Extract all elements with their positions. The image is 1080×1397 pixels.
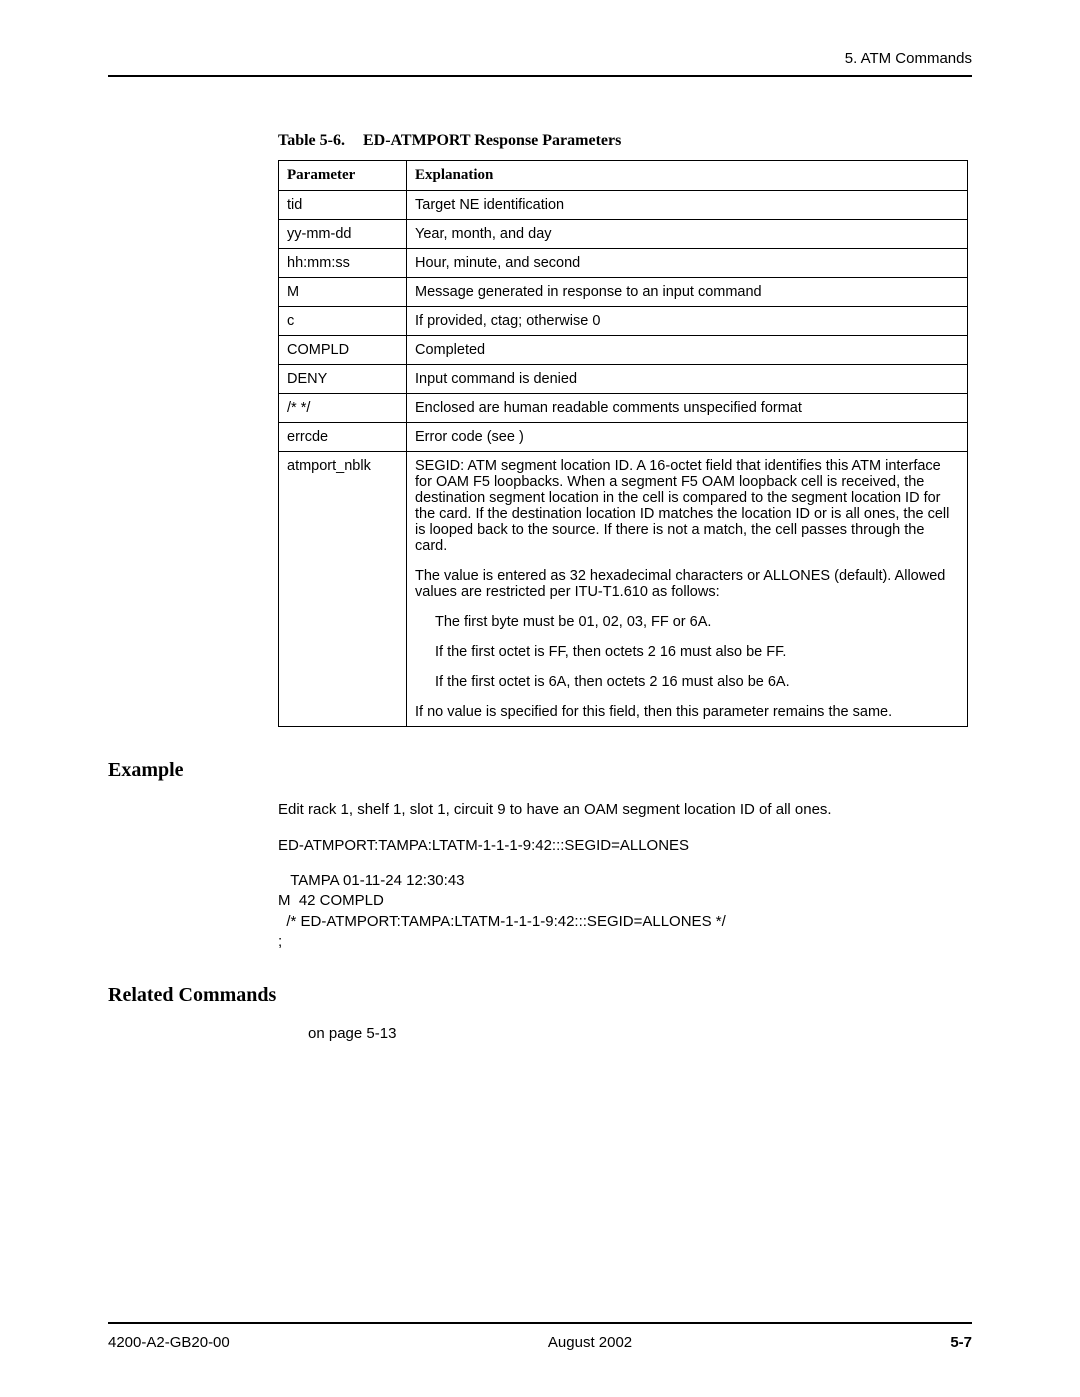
table-row: /* */ Enclosed are human readable commen…: [279, 394, 968, 423]
example-intro: Edit rack 1, shelf 1, slot 1, circuit 9 …: [278, 800, 968, 820]
table-row: tid Target NE identification: [279, 191, 968, 220]
param-cell: COMPLD: [279, 336, 407, 365]
expl-para: If no value is specified for this field,…: [415, 704, 959, 720]
expl-cell: Message generated in response to an inpu…: [407, 278, 968, 307]
col-parameter-header: Parameter: [279, 161, 407, 191]
related-heading: Related Commands: [108, 984, 972, 1007]
example-heading: Example: [108, 759, 972, 782]
param-cell: M: [279, 278, 407, 307]
expl-bullet: If the first octet is 6A, then octets 2 …: [435, 674, 959, 690]
param-cell: DENY: [279, 365, 407, 394]
page-content: 5. ATM Commands Table 5-6. ED-ATMPORT Re…: [108, 50, 972, 1042]
page-footer: 4200-A2-GB20-00 August 2002 5-7: [108, 1322, 972, 1351]
expl-cell: Completed: [407, 336, 968, 365]
table-container: Table 5-6. ED-ATMPORT Response Parameter…: [278, 132, 968, 727]
related-text: on page 5-13: [308, 1025, 972, 1042]
expl-cell: Target NE identification: [407, 191, 968, 220]
table-row: errcde Error code (see ): [279, 423, 968, 452]
example-body: Edit rack 1, shelf 1, slot 1, circuit 9 …: [278, 800, 968, 952]
footer-doc-id: 4200-A2-GB20-00: [108, 1334, 230, 1351]
table-row: yy-mm-dd Year, month, and day: [279, 220, 968, 249]
example-command: ED-ATMPORT:TAMPA:LTATM-1-1-1-9:42:::SEGI…: [278, 836, 968, 856]
example-response: TAMPA 01-11-24 12:30:43 M 42 COMPLD /* E…: [278, 871, 968, 952]
header-section-label: 5. ATM Commands: [108, 50, 972, 67]
expl-cell: Year, month, and day: [407, 220, 968, 249]
table-caption-label: Table 5-6.: [278, 132, 345, 149]
table-caption: Table 5-6. ED-ATMPORT Response Parameter…: [278, 132, 968, 150]
expl-bullet: If the first octet is FF, then octets 2 …: [435, 644, 959, 660]
param-cell: atmport_nblk: [279, 452, 407, 727]
expl-cell: Error code (see ): [407, 423, 968, 452]
params-table: Parameter Explanation tid Target NE iden…: [278, 160, 968, 727]
expl-para: SEGID: ATM segment location ID. A 16-oct…: [415, 458, 959, 554]
param-cell: c: [279, 307, 407, 336]
footer-row: 4200-A2-GB20-00 August 2002 5-7: [108, 1334, 972, 1351]
col-explanation-header: Explanation: [407, 161, 968, 191]
expl-bullet: The first byte must be 01, 02, 03, FF or…: [435, 614, 959, 630]
expl-cell: If provided, ctag; otherwise 0: [407, 307, 968, 336]
footer-rule: [108, 1322, 972, 1324]
param-cell: /* */: [279, 394, 407, 423]
param-cell: errcde: [279, 423, 407, 452]
expl-cell: Hour, minute, and second: [407, 249, 968, 278]
table-caption-title: ED-ATMPORT Response Parameters: [363, 132, 621, 149]
expl-cell: Enclosed are human readable comments uns…: [407, 394, 968, 423]
table-row: hh:mm:ss Hour, minute, and second: [279, 249, 968, 278]
expl-para: The value is entered as 32 hexadecimal c…: [415, 568, 959, 600]
table-row: DENY Input command is denied: [279, 365, 968, 394]
table-row: atmport_nblk SEGID: ATM segment location…: [279, 452, 968, 727]
expl-cell-complex: SEGID: ATM segment location ID. A 16-oct…: [407, 452, 968, 727]
footer-page-number: 5-7: [950, 1334, 972, 1351]
param-cell: tid: [279, 191, 407, 220]
table-row: c If provided, ctag; otherwise 0: [279, 307, 968, 336]
table-row: COMPLD Completed: [279, 336, 968, 365]
param-cell: yy-mm-dd: [279, 220, 407, 249]
expl-cell: Input command is denied: [407, 365, 968, 394]
table-row: M Message generated in response to an in…: [279, 278, 968, 307]
param-cell: hh:mm:ss: [279, 249, 407, 278]
header-rule: [108, 75, 972, 77]
footer-date: August 2002: [548, 1334, 632, 1351]
